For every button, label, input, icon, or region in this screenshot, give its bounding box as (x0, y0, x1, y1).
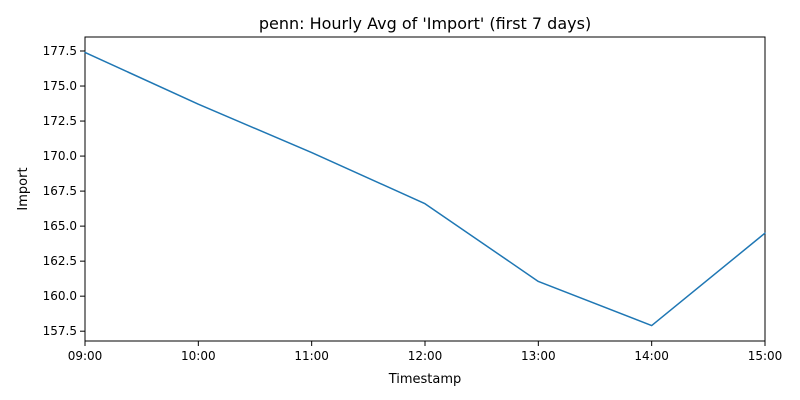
y-tick-label: 162.5 (43, 254, 77, 268)
x-tick-label: 12:00 (408, 349, 443, 363)
y-tick-label: 165.0 (43, 219, 77, 233)
x-tick-label: 10:00 (181, 349, 216, 363)
y-tick-label: 170.0 (43, 149, 77, 163)
x-tick-label: 11:00 (294, 349, 329, 363)
x-tick-label: 13:00 (521, 349, 556, 363)
import-series-line (84, 51, 766, 327)
y-tick-label: 167.5 (43, 184, 77, 198)
x-tick-label: 09:00 (68, 349, 103, 363)
series-layer (84, 51, 766, 327)
y-tick-label: 160.0 (43, 289, 77, 303)
y-tick-label: 172.5 (43, 114, 77, 128)
x-tick-label: 15:00 (748, 349, 783, 363)
x-axis-label: Timestamp (388, 372, 462, 387)
y-axis-label: Import (16, 167, 31, 210)
y-axis: 157.5 160.0 162.5 165.0 167.5 170.0 172.5 175.0… (43, 44, 85, 338)
x-tick-label: 14:00 (634, 349, 669, 363)
x-axis: 09:00 10:00 11:00 12:00 13:00 14:00 15:00 (68, 341, 783, 363)
plot-frame (84, 36, 766, 342)
y-tick-label: 175.0 (43, 79, 77, 93)
y-tick-label: 157.5 (43, 324, 77, 338)
y-tick-label: 177.5 (43, 44, 77, 58)
chart-title: penn: Hourly Avg of 'Import' (first 7 da… (259, 14, 591, 33)
